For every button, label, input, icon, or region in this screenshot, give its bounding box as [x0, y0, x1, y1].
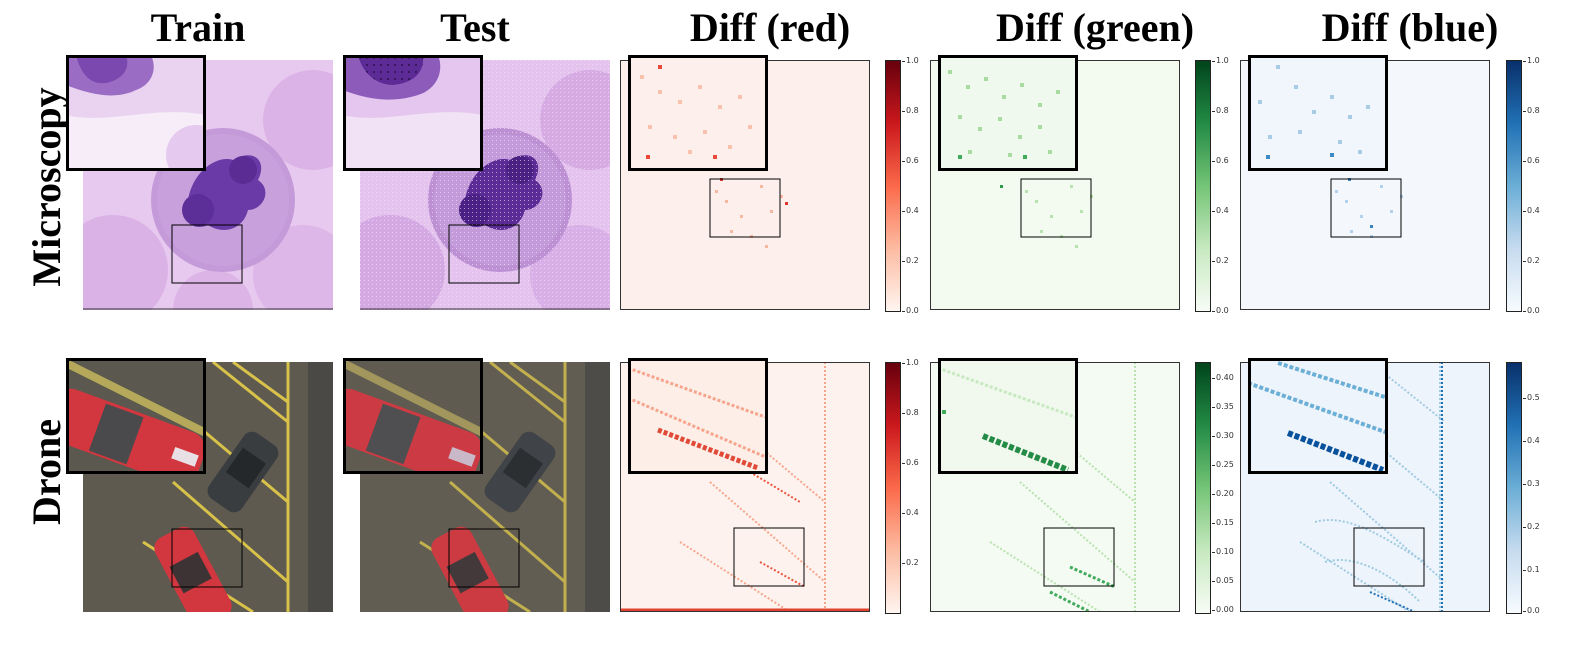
colorbar-tick: 0.00: [1212, 605, 1234, 614]
colorbar-tick: 0.6: [1212, 156, 1229, 165]
colorbar-tick: 0.4: [1523, 436, 1540, 445]
drone-diff-red-zoom-inset: [628, 358, 768, 474]
microscopy-diff-red-zoom-inset: [628, 55, 768, 171]
colorbar-tick: 1.0: [1523, 56, 1540, 65]
drone-test-zoom-inset: [343, 358, 483, 474]
drone-blue-colorbar: [1506, 362, 1522, 614]
colorbar-tick: 1.0: [902, 358, 919, 367]
drone-diff-blue-zoom-inset: [1248, 358, 1388, 474]
microscopy-diff-green-zoom-inset: [938, 55, 1078, 171]
colorbar-tick: 0.2: [902, 256, 919, 265]
colorbar-tick: 0.4: [1212, 206, 1229, 215]
colorbar-tick: 0.8: [1212, 106, 1229, 115]
colorbar-tick: 0.3: [1523, 479, 1540, 488]
colorbar-tick: 0.35: [1212, 402, 1234, 411]
microscopy-red-colorbar: [885, 60, 901, 312]
microscopy-test-image: [360, 60, 610, 310]
colorbar-tick: 0.2: [1523, 256, 1540, 265]
colorbar-tick: 0.4: [1523, 206, 1540, 215]
colorbar-tick: 0.05: [1212, 576, 1234, 585]
microscopy-test-zoom-inset: [343, 55, 483, 171]
column-title-diff-blue: Diff (blue): [1321, 5, 1499, 50]
drone-train-zoom-inset: [66, 358, 206, 474]
row-title-microscopy: Microscopy: [24, 87, 69, 287]
colorbar-tick: 0.30: [1212, 431, 1234, 440]
colorbar-tick: 1.0: [902, 56, 919, 65]
colorbar-tick: 0.40: [1212, 373, 1234, 382]
row-title-drone: Drone: [24, 419, 69, 525]
colorbar-tick: 0.10: [1212, 547, 1234, 556]
colorbar-tick: 0.2: [1523, 522, 1540, 531]
colorbar-tick: 0.6: [902, 458, 919, 467]
microscopy-diff-blue-zoom-inset: [1248, 55, 1388, 171]
colorbar-tick: 0.25: [1212, 460, 1234, 469]
colorbar-tick: 0.8: [902, 408, 919, 417]
microscopy-green-colorbar: [1195, 60, 1211, 312]
colorbar-tick: 0.0: [1523, 306, 1540, 315]
colorbar-tick: 0.20: [1212, 489, 1234, 498]
colorbar-tick: 0.6: [1523, 156, 1540, 165]
microscopy-blue-colorbar: [1506, 60, 1522, 312]
colorbar-tick: 0.6: [902, 156, 919, 165]
column-title-diff-green: Diff (green): [995, 5, 1195, 50]
drone-green-colorbar: [1195, 362, 1211, 614]
colorbar-tick: 0.1: [1523, 565, 1540, 574]
colorbar-tick: 0.2: [902, 558, 919, 567]
column-title-train: Train: [150, 5, 246, 50]
microscopy-train-zoom-inset: [66, 55, 206, 171]
colorbar-tick: 0.4: [902, 206, 919, 215]
colorbar-tick: 0.8: [1523, 106, 1540, 115]
colorbar-tick: 0.5: [1523, 393, 1540, 402]
colorbar-tick: 0.0: [902, 306, 919, 315]
drone-diff-green-zoom-inset: [938, 358, 1078, 474]
column-title-diff-red: Diff (red): [689, 5, 851, 50]
drone-train-image: [83, 362, 333, 612]
colorbar-tick: 0.0: [1523, 606, 1540, 615]
drone-red-colorbar: [885, 362, 901, 614]
colorbar-tick: 0.4: [902, 508, 919, 517]
colorbar-tick: 0.0: [1212, 306, 1229, 315]
column-title-test: Test: [440, 5, 510, 50]
colorbar-tick: 0.8: [902, 106, 919, 115]
colorbar-tick: 0.15: [1212, 518, 1234, 527]
colorbar-tick: 1.0: [1212, 56, 1229, 65]
colorbar-tick: 0.2: [1212, 256, 1229, 265]
